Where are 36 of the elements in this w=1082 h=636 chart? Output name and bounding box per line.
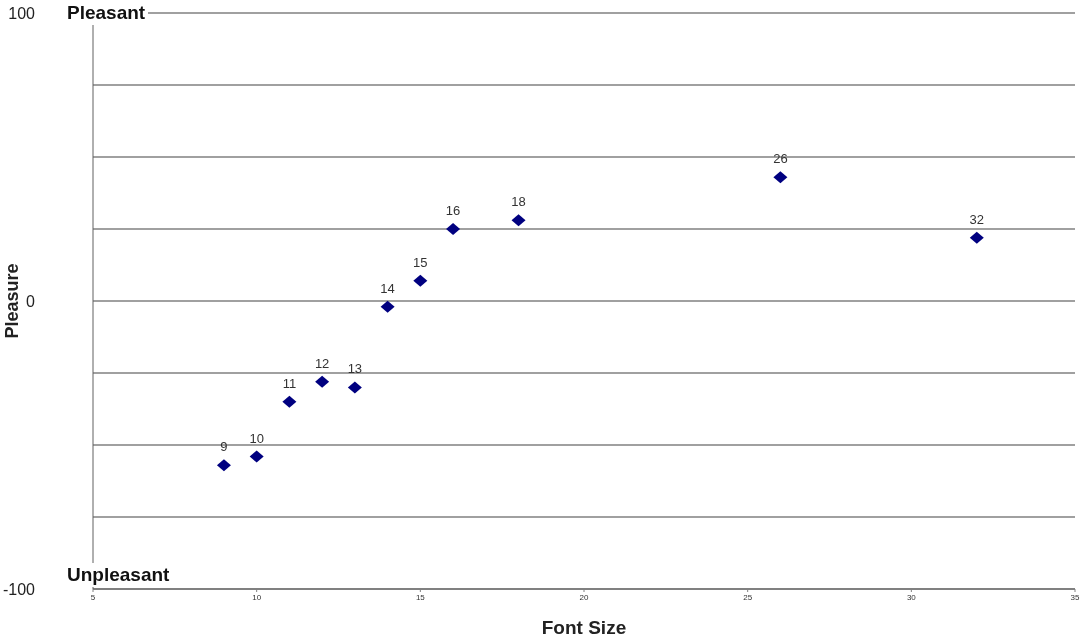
annotation: 14 [379, 280, 396, 296]
y-tick-label: -100 [2, 580, 36, 598]
x-tick-label: 25 [743, 592, 753, 602]
point [773, 171, 788, 184]
x-tick-label: 5 [90, 592, 96, 602]
x-tick-label: 20 [579, 592, 589, 602]
x-tick-label: 15 [415, 592, 426, 602]
annotation: 13 [346, 361, 364, 377]
point [380, 300, 395, 313]
point [282, 395, 297, 408]
x-tick-label: 30 [906, 592, 917, 602]
annotation: 16 [444, 203, 462, 218]
point [969, 231, 984, 244]
point [249, 450, 264, 463]
y-tick-label: 0 [26, 292, 36, 310]
annotation: 11 [281, 375, 298, 391]
annotation: 10 [248, 430, 265, 446]
x-axis-title: Font Size [541, 617, 627, 636]
annotation: 15 [412, 254, 429, 270]
point [347, 381, 362, 394]
point [216, 459, 231, 472]
annotation: Unpleasant [64, 563, 173, 587]
point [511, 214, 526, 227]
point [315, 375, 330, 388]
annotation: 26 [772, 151, 789, 167]
annotation: 9 [219, 439, 229, 455]
annotation: 12 [313, 355, 331, 371]
y-axis-title: Pleasure [2, 263, 23, 339]
x-tick-label: 35 [1070, 592, 1080, 602]
annotation: 32 [968, 211, 986, 227]
annotation: Pleasant [64, 1, 149, 25]
point [446, 223, 461, 235]
x-tick-label: 10 [252, 592, 262, 602]
point [413, 274, 428, 287]
annotation: 18 [510, 194, 527, 210]
y-tick-label: 100 [8, 4, 36, 22]
